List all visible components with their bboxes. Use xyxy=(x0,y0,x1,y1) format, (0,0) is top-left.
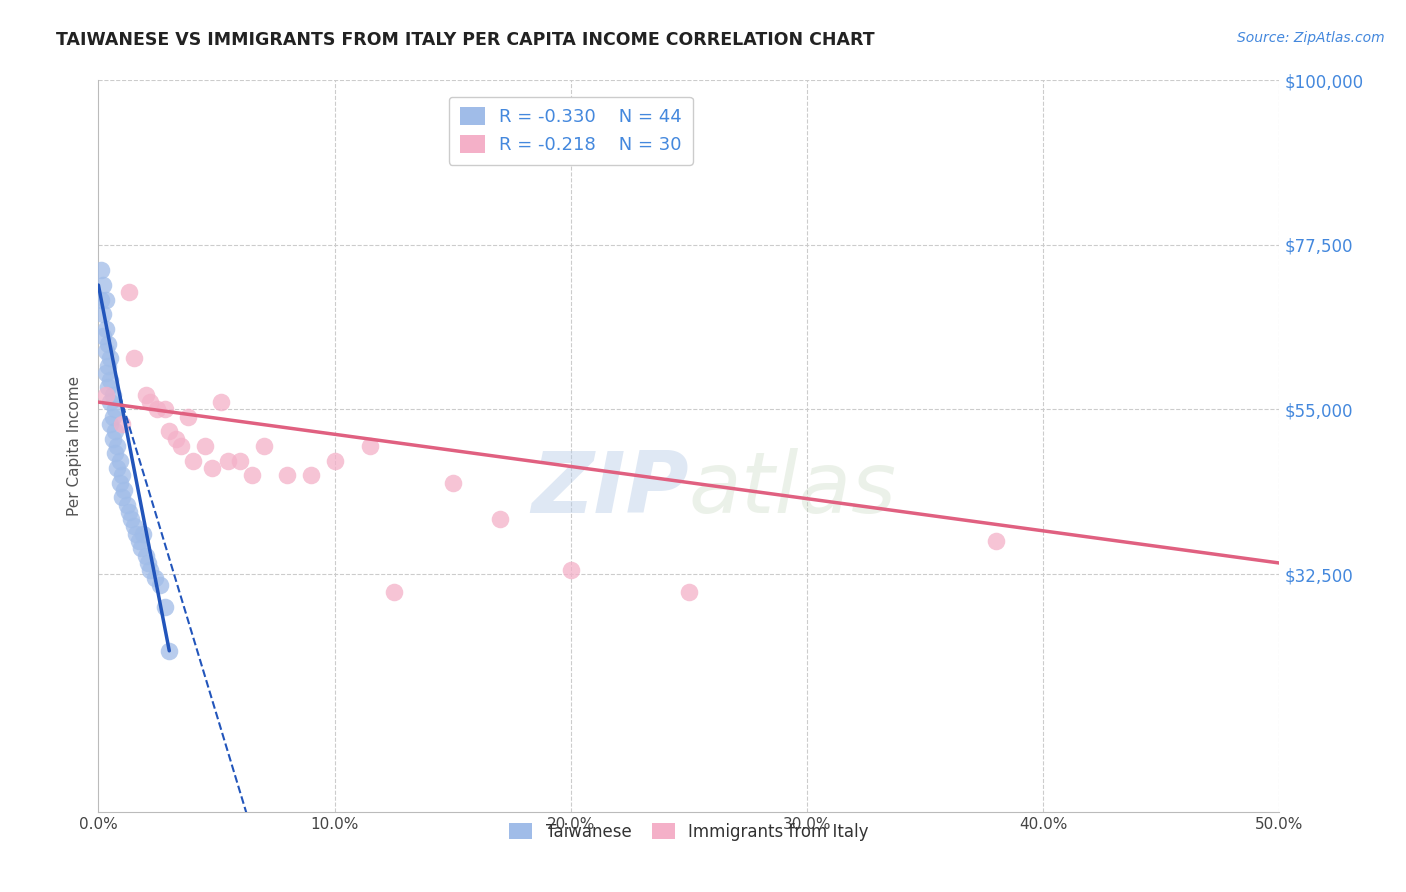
Point xyxy=(101,388,124,402)
Point xyxy=(157,425,180,439)
Point xyxy=(984,534,1007,549)
Point xyxy=(111,417,134,431)
Point xyxy=(108,475,131,490)
Point xyxy=(111,490,134,504)
Point xyxy=(165,432,187,446)
Text: TAIWANESE VS IMMIGRANTS FROM ITALY PER CAPITA INCOME CORRELATION CHART: TAIWANESE VS IMMIGRANTS FROM ITALY PER C… xyxy=(56,31,875,49)
Point xyxy=(181,453,204,467)
Point xyxy=(194,439,217,453)
Point xyxy=(121,512,143,526)
Point xyxy=(135,549,157,563)
Point xyxy=(560,563,582,577)
Point xyxy=(143,571,166,585)
Point xyxy=(299,468,322,483)
Point xyxy=(382,585,405,599)
Point xyxy=(97,336,120,351)
Point xyxy=(118,505,141,519)
Point xyxy=(136,556,159,570)
Point xyxy=(146,402,169,417)
Point xyxy=(98,417,121,431)
Point xyxy=(157,644,180,658)
Legend: Taiwanese, Immigrants from Italy: Taiwanese, Immigrants from Italy xyxy=(502,816,876,847)
Point xyxy=(240,468,263,483)
Point xyxy=(229,453,252,467)
Point xyxy=(98,395,121,409)
Point xyxy=(94,388,117,402)
Point xyxy=(94,322,117,336)
Point xyxy=(678,585,700,599)
Point xyxy=(323,453,346,467)
Point xyxy=(112,483,135,497)
Point xyxy=(489,512,512,526)
Point xyxy=(104,425,127,439)
Point xyxy=(91,329,114,343)
Point xyxy=(122,519,145,533)
Point xyxy=(104,402,127,417)
Point xyxy=(98,373,121,387)
Point xyxy=(97,359,120,373)
Point xyxy=(90,263,112,277)
Point xyxy=(217,453,239,467)
Point xyxy=(135,388,157,402)
Point xyxy=(201,461,224,475)
Point xyxy=(97,380,120,394)
Point xyxy=(98,351,121,366)
Point xyxy=(90,293,112,307)
Text: Source: ZipAtlas.com: Source: ZipAtlas.com xyxy=(1237,31,1385,45)
Point xyxy=(105,461,128,475)
Point xyxy=(94,366,117,380)
Point xyxy=(276,468,298,483)
Point xyxy=(104,446,127,460)
Point xyxy=(139,563,162,577)
Point xyxy=(253,439,276,453)
Point xyxy=(125,526,148,541)
Point xyxy=(111,468,134,483)
Point xyxy=(122,351,145,366)
Point xyxy=(94,343,117,358)
Point xyxy=(101,409,124,424)
Point xyxy=(153,402,176,417)
Point xyxy=(441,475,464,490)
Text: ZIP: ZIP xyxy=(531,449,689,532)
Point xyxy=(359,439,381,453)
Point xyxy=(209,395,232,409)
Point xyxy=(105,439,128,453)
Text: atlas: atlas xyxy=(689,449,897,532)
Point xyxy=(91,278,114,293)
Point xyxy=(177,409,200,424)
Point xyxy=(153,599,176,614)
Point xyxy=(115,498,138,512)
Y-axis label: Per Capita Income: Per Capita Income xyxy=(67,376,83,516)
Point xyxy=(101,432,124,446)
Point xyxy=(132,526,155,541)
Point xyxy=(139,395,162,409)
Point xyxy=(170,439,193,453)
Point xyxy=(108,453,131,467)
Point xyxy=(94,293,117,307)
Point xyxy=(128,534,150,549)
Point xyxy=(149,578,172,592)
Point xyxy=(129,541,152,556)
Point xyxy=(118,285,141,300)
Point xyxy=(91,307,114,321)
